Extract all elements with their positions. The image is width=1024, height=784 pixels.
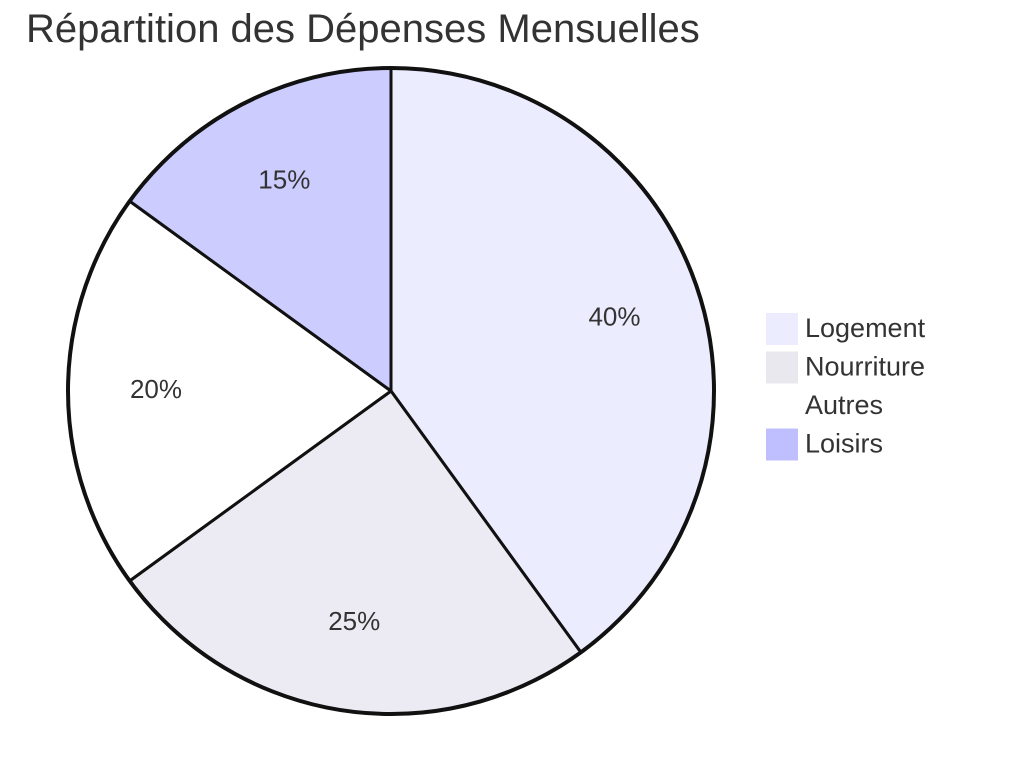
legend-swatch-loisirs	[766, 428, 798, 461]
legend-swatch-nourriture	[766, 351, 798, 384]
slice-label-logement: 40%	[588, 301, 640, 331]
chart-legend: Logement Nourriture Autres Loisirs	[766, 313, 926, 461]
pie-slice-labels: 40% 25% 20% 15%	[130, 164, 641, 635]
slice-label-autres: 20%	[130, 374, 182, 404]
legend-label-nourriture: Nourriture	[805, 352, 925, 382]
legend-swatch-logement	[766, 313, 798, 345]
legend-swatch-autres	[766, 390, 798, 422]
legend-label-autres: Autres	[805, 390, 883, 420]
slice-label-nourriture: 25%	[328, 606, 380, 636]
legend-label-loisirs: Loisirs	[805, 429, 883, 459]
slice-label-loisirs: 15%	[258, 164, 310, 194]
chart-title: Répartition des Dépenses Mensuelles	[26, 7, 700, 51]
pie-outline	[66, 66, 716, 716]
legend-label-logement: Logement	[805, 313, 926, 343]
pie-slices	[66, 66, 716, 716]
